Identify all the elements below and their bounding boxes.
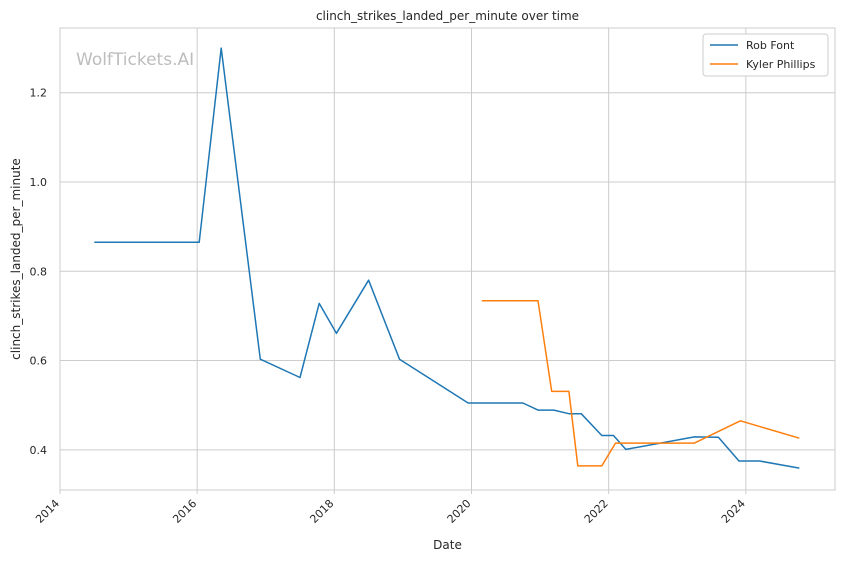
- y-axis-label: clinch_strikes_landed_per_minute: [9, 158, 23, 360]
- plot-frame: [59, 27, 836, 491]
- x-tick-label: 2014: [33, 497, 62, 526]
- y-tick-label: 0.6: [30, 355, 48, 368]
- x-tick-label: 2016: [170, 497, 199, 526]
- watermark: WolfTickets.AI: [76, 50, 194, 70]
- x-tick-label: 2018: [307, 497, 336, 526]
- x-tick-label: 2022: [582, 497, 611, 526]
- grid: [59, 28, 835, 490]
- series-line-rob-font: [94, 47, 800, 469]
- y-tick-label: 1.2: [30, 87, 48, 100]
- plot-area: [60, 28, 835, 490]
- legend: Rob Font Kyler Phillips: [702, 33, 829, 77]
- y-tick-label: 0.4: [30, 444, 48, 457]
- legend-label-kyler-phillips: Kyler Phillips: [746, 58, 816, 71]
- y-tick-label: 0.8: [30, 265, 48, 278]
- series-line-kyler-phillips: [481, 299, 800, 467]
- series-layer: [94, 47, 800, 469]
- chart-title: clinch_strikes_landed_per_minute over ti…: [316, 9, 579, 23]
- x-axis-label: Date: [433, 538, 462, 552]
- x-tick-label: 2024: [719, 497, 748, 526]
- y-tick-label: 1.0: [30, 176, 48, 189]
- legend-label-rob-font: Rob Font: [746, 39, 795, 52]
- x-tick-label: 2020: [445, 497, 474, 526]
